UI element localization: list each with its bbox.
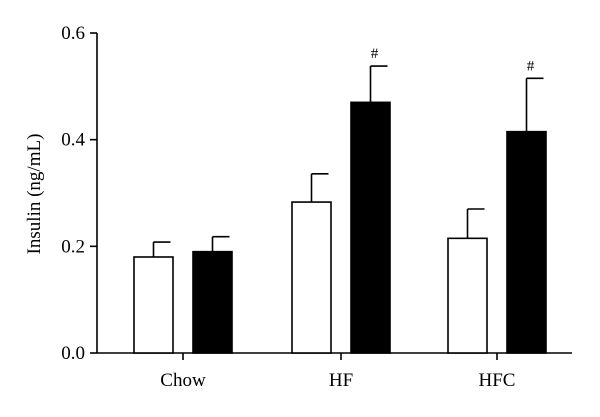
annotations: ## (371, 46, 535, 74)
error-bar (211, 235, 230, 252)
bar (192, 250, 233, 354)
y-axis-title: Insulin (ng/mL) (24, 134, 45, 255)
error-bar (369, 65, 388, 103)
error-bar (525, 77, 544, 132)
y-axis: 0.0 0.2 0.4 0.6 (61, 23, 98, 364)
bar (133, 256, 174, 354)
error-bar (466, 208, 485, 239)
bar (447, 237, 488, 354)
y-tick-label: 0.4 (61, 130, 85, 151)
y-tick-label: 0.6 (61, 23, 85, 44)
x-tick-label: HF (329, 370, 353, 391)
error-bar (310, 173, 329, 203)
x-axis: Chow HF HFC (97, 352, 572, 391)
error-bar (152, 241, 171, 257)
y-tick-label: 0.0 (61, 343, 85, 364)
significance-mark: # (371, 46, 379, 62)
error-bars (152, 65, 544, 257)
x-tick-label: Chow (160, 370, 206, 391)
bar (291, 201, 332, 354)
significance-mark: # (527, 58, 535, 74)
bar (506, 130, 547, 354)
x-tick-label: HFC (479, 370, 516, 391)
bars (133, 101, 547, 354)
y-tick-label: 0.2 (61, 236, 85, 257)
bar (350, 101, 391, 354)
